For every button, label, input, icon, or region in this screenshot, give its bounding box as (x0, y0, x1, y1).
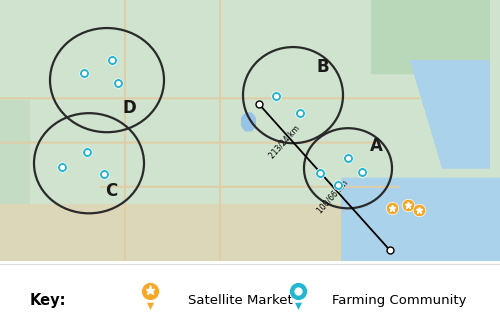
Text: B: B (316, 58, 330, 76)
Text: 213/24 km: 213/24 km (268, 124, 302, 160)
Text: A: A (370, 137, 382, 155)
Text: Key:: Key: (29, 293, 66, 308)
Text: Farming Community: Farming Community (332, 294, 467, 307)
Text: D: D (122, 99, 136, 117)
Text: Satellite Market: Satellite Market (188, 294, 292, 307)
Text: 100/66 km: 100/66 km (316, 178, 350, 214)
Text: C: C (105, 182, 117, 200)
